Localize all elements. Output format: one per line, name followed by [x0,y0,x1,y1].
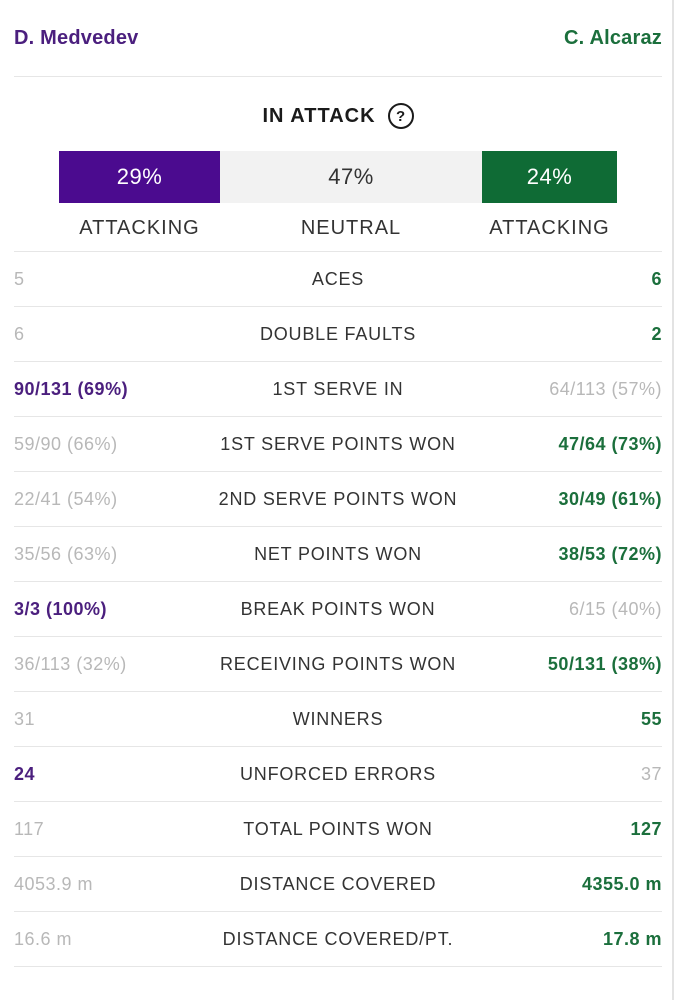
stat-label: DISTANCE COVERED [239,874,437,894]
stat-label: DOUBLE FAULTS [259,324,417,344]
players-header: D. Medvedev C. Alcaraz [14,0,662,77]
attack-bar-right-segment: 24% [482,151,617,203]
stat-right-value: 127 [630,819,662,839]
stat-label: DISTANCE COVERED/PT. [222,929,454,949]
stat-left-value: 6 [14,324,25,344]
stat-left-value: 24 [14,764,36,784]
help-icon[interactable]: ? [387,103,414,129]
stat-left-value: 3/3 (100%) [14,599,108,619]
stat-label: RECEIVING POINTS WON [219,654,457,674]
stat-right-value: 38/53 (72%) [558,544,662,564]
attack-neutral-pct: 47% [328,164,374,189]
stat-right-value: 64/113 (57%) [549,379,662,399]
stat-right-value: 17.8 m [602,929,662,949]
stat-left-value: 5 [14,269,25,289]
attack-right-pct: 24% [526,164,573,189]
stat-left-value: 4053.9 m [14,874,94,894]
stat-row: DISTANCE COVERED/PT. 16.6 m 17.8 m [14,912,662,967]
stat-left-value: 22/41 (54%) [14,489,118,509]
stat-left-value: 36/113 (32%) [14,654,127,674]
in-attack-title: IN ATTACK [262,104,376,127]
stat-right-value: 6/15 (40%) [568,599,662,619]
stat-row: NET POINTS WON 35/56 (63%) 38/53 (72%) [14,527,662,582]
stat-label: 2ND SERVE POINTS WON [218,489,458,509]
stat-right-value: 37 [640,764,662,784]
stat-label: UNFORCED ERRORS [239,764,436,784]
stat-row: TOTAL POINTS WON 117 127 [14,802,662,857]
stat-label: 1ST SERVE IN [272,379,404,399]
attack-right-label: ATTACKING [489,217,610,239]
stat-row: 2ND SERVE POINTS WON 22/41 (54%) 30/49 (61… [14,472,662,527]
stat-row: RECEIVING POINTS WON 36/113 (32%) 50/131 (… [14,637,662,692]
stat-row: DISTANCE COVERED 4053.9 m 4355.0 m [14,857,662,912]
stat-row: BREAK POINTS WON 3/3 (100%) 6/15 (40%) [14,582,662,637]
attack-distribution-bar: 29% 47% 24% [14,151,662,203]
stat-right-value: 47/64 (73%) [558,434,662,454]
player-left-name: D. Medvedev [14,26,139,49]
attack-left-pct: 29% [116,164,163,189]
stat-left-value: 117 [14,819,45,839]
stat-row: WINNERS 31 55 [14,692,662,747]
stat-label: TOTAL POINTS WON [243,819,433,839]
attack-bar-labels: ATTACKING NEUTRAL ATTACKING [14,203,662,251]
stat-label: BREAK POINTS WON [240,599,436,619]
attack-neutral-label: NEUTRAL [300,217,402,239]
stats-table: ACES 5 6 DOUBLE FAULTS 6 2 1ST SERVE IN 90/131 … [14,251,662,967]
stat-left-value: 31 [14,709,36,729]
stat-left-value: 90/131 (69%) [14,379,129,399]
stat-label: WINNERS [292,709,384,729]
right-edge-divider [672,0,674,1000]
stat-row: 1ST SERVE IN 90/131 (69%) 64/113 (57%) [14,362,662,417]
stat-right-value: 55 [640,709,662,729]
stat-right-value: 30/49 (61%) [558,489,662,509]
stat-right-value: 2 [651,324,662,344]
stat-right-value: 4355.0 m [581,874,662,894]
attack-bar-left-segment: 29% [59,151,220,203]
stat-row: UNFORCED ERRORS 24 37 [14,747,662,802]
stat-left-value: 59/90 (66%) [14,434,118,454]
attack-bar-neutral-segment: 47% [220,151,482,203]
stat-left-value: 16.6 m [14,929,73,949]
match-stats-panel: D. Medvedev C. Alcaraz IN ATTACK ? 29% 4… [14,0,662,967]
in-attack-heading: IN ATTACK ? [14,101,662,131]
stat-label: 1ST SERVE POINTS WON [220,434,456,454]
player-right-name: C. Alcaraz [564,26,662,49]
stat-row: ACES 5 6 [14,252,662,307]
stat-row: DOUBLE FAULTS 6 2 [14,307,662,362]
stat-right-value: 50/131 (38%) [547,654,662,674]
stat-label: NET POINTS WON [254,544,422,564]
stat-row: 1ST SERVE POINTS WON 59/90 (66%) 47/64 (73… [14,417,662,472]
stat-label: ACES [311,269,365,289]
attack-left-label: ATTACKING [79,217,200,239]
stat-right-value: 6 [651,269,662,289]
stat-left-value: 35/56 (63%) [14,544,118,564]
